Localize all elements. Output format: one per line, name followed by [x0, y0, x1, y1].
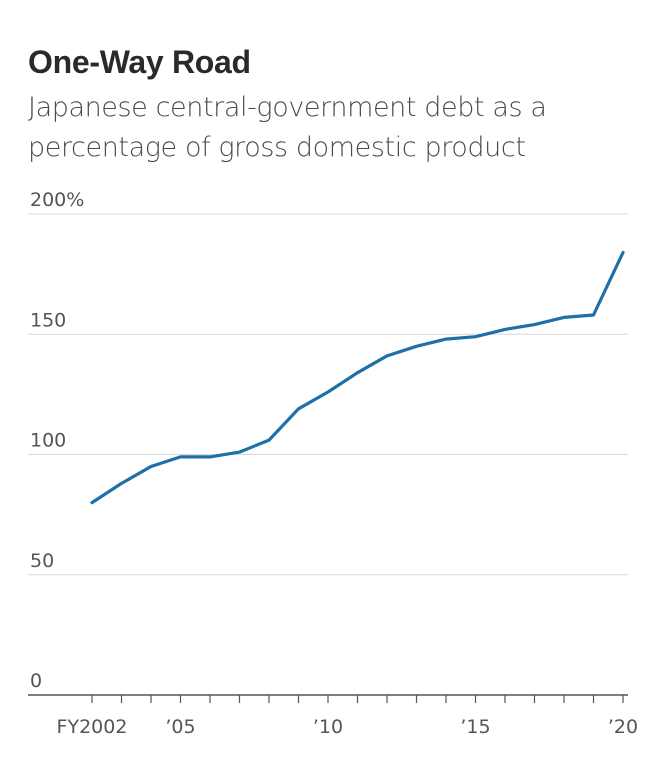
x-tick-label-2010: ’10 [313, 716, 343, 738]
gridlines [28, 213, 628, 576]
x-tick-label-2015: ’15 [460, 716, 490, 738]
x-tick-label-2020: ’20 [608, 716, 638, 738]
y-tick-label-150: 150 [30, 309, 66, 331]
series-line-0 [90, 250, 625, 505]
y-tick-label-0: 0 [30, 670, 42, 692]
y-axis-tick-labels: 0 50 100 150 200% [30, 189, 84, 692]
y-tick-label-100: 100 [30, 430, 66, 452]
x-tick-label-2002: FY2002 [57, 716, 128, 738]
y-tick-label-200: 200% [30, 189, 84, 211]
chart-subtitle: Japanese central-government debt as a pe… [28, 92, 547, 163]
x-tick-label-2005: ’05 [165, 716, 195, 738]
data-series [90, 250, 625, 505]
y-tick-label-50: 50 [30, 550, 54, 572]
x-axis: FY2002 ’05 ’10 ’15 ’20 [28, 694, 638, 738]
chart-title: One-Way Road [28, 44, 251, 80]
